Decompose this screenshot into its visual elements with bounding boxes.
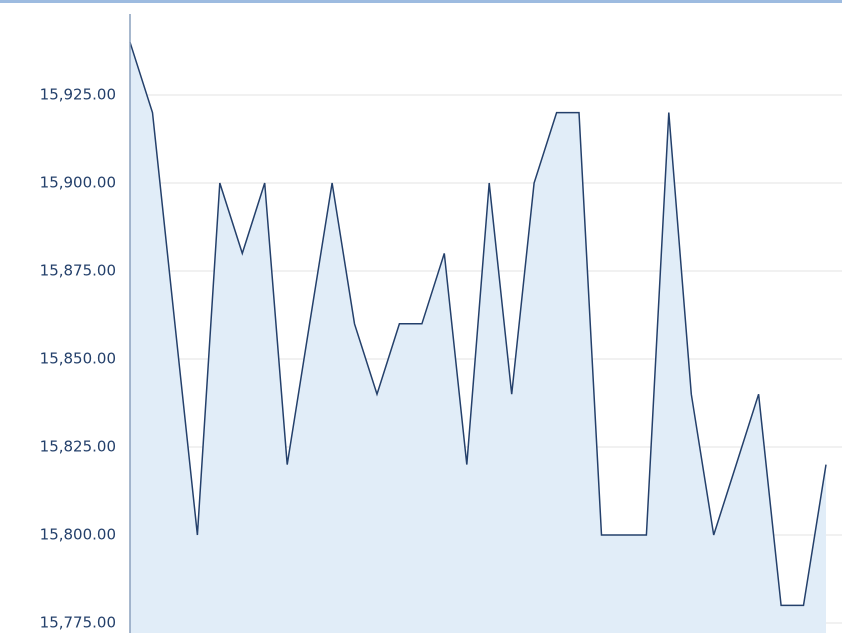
y-tick-label: 15,925.00 (40, 85, 116, 103)
area-fill (130, 42, 826, 633)
area-line (129, 41, 827, 607)
y-tick-label: 15,850.00 (40, 349, 116, 367)
y-tick-label: 15,900.00 (40, 173, 116, 191)
top-border (0, 0, 842, 3)
y-tick-label: 15,875.00 (40, 261, 116, 279)
y-tick-label: 15,800.00 (40, 525, 116, 543)
y-tick-label: 15,775.00 (40, 614, 116, 632)
y-tick-label: 15,825.00 (40, 437, 116, 455)
